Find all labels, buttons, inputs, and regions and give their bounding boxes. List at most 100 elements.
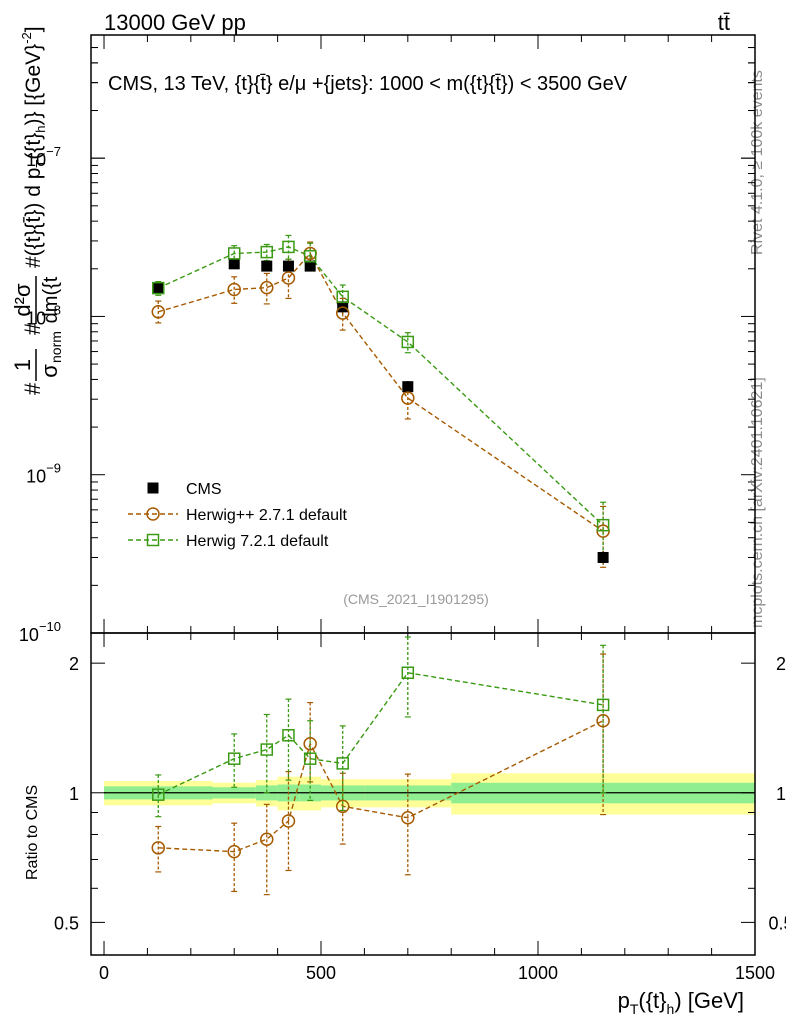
- y-label-prefix: #: [20, 382, 45, 395]
- y-tick-label-exponent: −8: [46, 302, 61, 317]
- legend-label-2: Herwig 7.2.1 default: [186, 533, 329, 550]
- x-axis-label: pT({t}h) [GeV]: [618, 988, 744, 1017]
- ratio-point-1: [260, 832, 274, 846]
- data-point-1: [260, 280, 274, 295]
- ratio-series-lines: [157, 671, 604, 853]
- y-tick-label-exponent: −7: [46, 144, 61, 159]
- header-right-title: tt̄: [718, 10, 730, 35]
- legend-marker-2: [146, 533, 160, 547]
- ratio-y-tick-label: 2: [69, 654, 79, 674]
- y-tick-label: 10−9: [26, 461, 61, 487]
- x-label-sub-t: T: [630, 1001, 639, 1017]
- ratio-y-tick-label: 0.5: [54, 913, 79, 933]
- ratio-point-2: [596, 698, 610, 712]
- header-left-title: 13000 GeV pp: [104, 10, 246, 35]
- x-tick-label: 1000: [518, 963, 558, 983]
- series-line-1: [158, 252, 604, 532]
- data-point-0: [152, 282, 164, 294]
- data-point-2: [260, 245, 274, 259]
- ratio-frame: [90, 632, 756, 956]
- ratio-point-2: [336, 757, 349, 770]
- ratio-y-tick-label-right: 1: [776, 784, 786, 804]
- data-point-2: [336, 290, 349, 304]
- y-label-frac2-den: dm({t: [40, 276, 62, 323]
- x-label-mid: ({t}: [638, 988, 666, 1013]
- data-point-0: [402, 381, 414, 393]
- y-axis-label: #: [20, 382, 45, 395]
- y-tick-label-exponent: −9: [46, 461, 61, 476]
- main-markers: [151, 240, 610, 563]
- y-label-tail-a: #({t}{t̄}) d p: [22, 168, 45, 268]
- data-point-0: [597, 551, 609, 563]
- ratio-y-tick-label-right: 2: [776, 654, 786, 674]
- y-tick-label-exponent: −10: [39, 619, 61, 634]
- y-label-frac2-num: d²σ: [10, 283, 35, 317]
- data-point-0: [261, 260, 273, 272]
- ratio-axes: 0 500 1000 1500 0.5 0.5 1 1 2 2: [54, 632, 786, 983]
- ratio-point-2: [282, 729, 295, 742]
- y-label-tail-sup: -2: [19, 32, 34, 44]
- data-point-2: [152, 281, 165, 295]
- data-point-1: [335, 306, 350, 320]
- data-point-1: [151, 305, 166, 319]
- rivet-version-label: Rivet 4.1.0, ≥ 100k events: [749, 70, 766, 255]
- legend-marker-1: [146, 507, 160, 521]
- y-label-frac1-num: 1: [10, 359, 35, 371]
- ratio-y-axis-label: Ratio to CMS: [24, 785, 41, 880]
- y-label-middle: #: [20, 322, 45, 335]
- data-point-1: [401, 391, 415, 405]
- data-point-1: [227, 282, 241, 297]
- series-line-2: [157, 246, 604, 526]
- ratio-y-tick-label-right: 0.5: [768, 913, 786, 933]
- y-label-frac1-den: σ: [37, 364, 62, 378]
- ratio-point-1: [281, 814, 296, 828]
- y-label-tail-d: ]: [22, 26, 45, 32]
- analysis-id: (CMS_2021_I1901295): [343, 591, 489, 607]
- ratio-point-1: [151, 841, 166, 855]
- ratio-point-2: [227, 752, 241, 765]
- ratio-point-2: [401, 666, 415, 679]
- data-point-2: [596, 518, 610, 532]
- y-label-tail: #({t}{t̄}) d pT({t}h)} [{GeV}-2]: [19, 26, 48, 268]
- y-tick-label: 10−10: [19, 619, 61, 645]
- data-point-0: [228, 258, 240, 270]
- ratio-point-2: [303, 752, 317, 765]
- ratio-point-2: [260, 743, 274, 756]
- ratio-point-1: [596, 713, 610, 728]
- legend-marker-0: [147, 482, 159, 494]
- ratio-uncertainty-bands: [104, 773, 755, 815]
- ratio-markers: [151, 666, 610, 859]
- ratio-point-1: [401, 810, 415, 825]
- mcplots-label: mcplots.cern.ch [arXiv:2401.10621]: [749, 377, 766, 628]
- data-point-2: [282, 240, 295, 254]
- data-point-0: [282, 260, 294, 272]
- ratio-point-1: [335, 799, 350, 814]
- x-label-sub-h: h: [667, 1001, 675, 1017]
- y-label-frac1-den-sub: norm: [48, 331, 64, 363]
- x-tick-label: 500: [306, 963, 336, 983]
- legend: CMS Herwig++ 2.7.1 default Herwig 7.2.1 de…: [128, 481, 348, 550]
- y-label-tail-b: ({t}: [22, 133, 45, 160]
- y-label-tail-sub1: T: [33, 160, 48, 168]
- x-tick-label: 0: [99, 963, 109, 983]
- ratio-point-2: [152, 788, 165, 801]
- data-point-0: [304, 260, 316, 272]
- y-axis-label-fraction-2: d²σ dm({t: [10, 276, 62, 324]
- legend-label-1: Herwig++ 2.7.1 default: [186, 507, 348, 524]
- y-label-tail-sub2: h: [33, 126, 48, 133]
- x-label-end: ) [GeV]: [674, 988, 744, 1013]
- data-point-1: [281, 271, 296, 285]
- chart-title: CMS, 13 TeV, {t}{t̄} e/μ +{jets}: 1000 <…: [108, 73, 628, 95]
- data-point-2: [227, 247, 241, 260]
- ratio-y-tick-label: 1: [69, 784, 79, 804]
- ratio-error-bars: [155, 636, 607, 896]
- y-label-tail-c: )} [{GeV}: [22, 44, 45, 126]
- main-series-lines: [157, 246, 604, 532]
- x-tick-label: 1500: [735, 963, 775, 983]
- ratio-point-1: [227, 844, 241, 859]
- data-point-2: [303, 250, 317, 263]
- ratio-point-1: [303, 736, 317, 751]
- y-axis-label-fraction-1: 1 σ norm: [10, 331, 64, 381]
